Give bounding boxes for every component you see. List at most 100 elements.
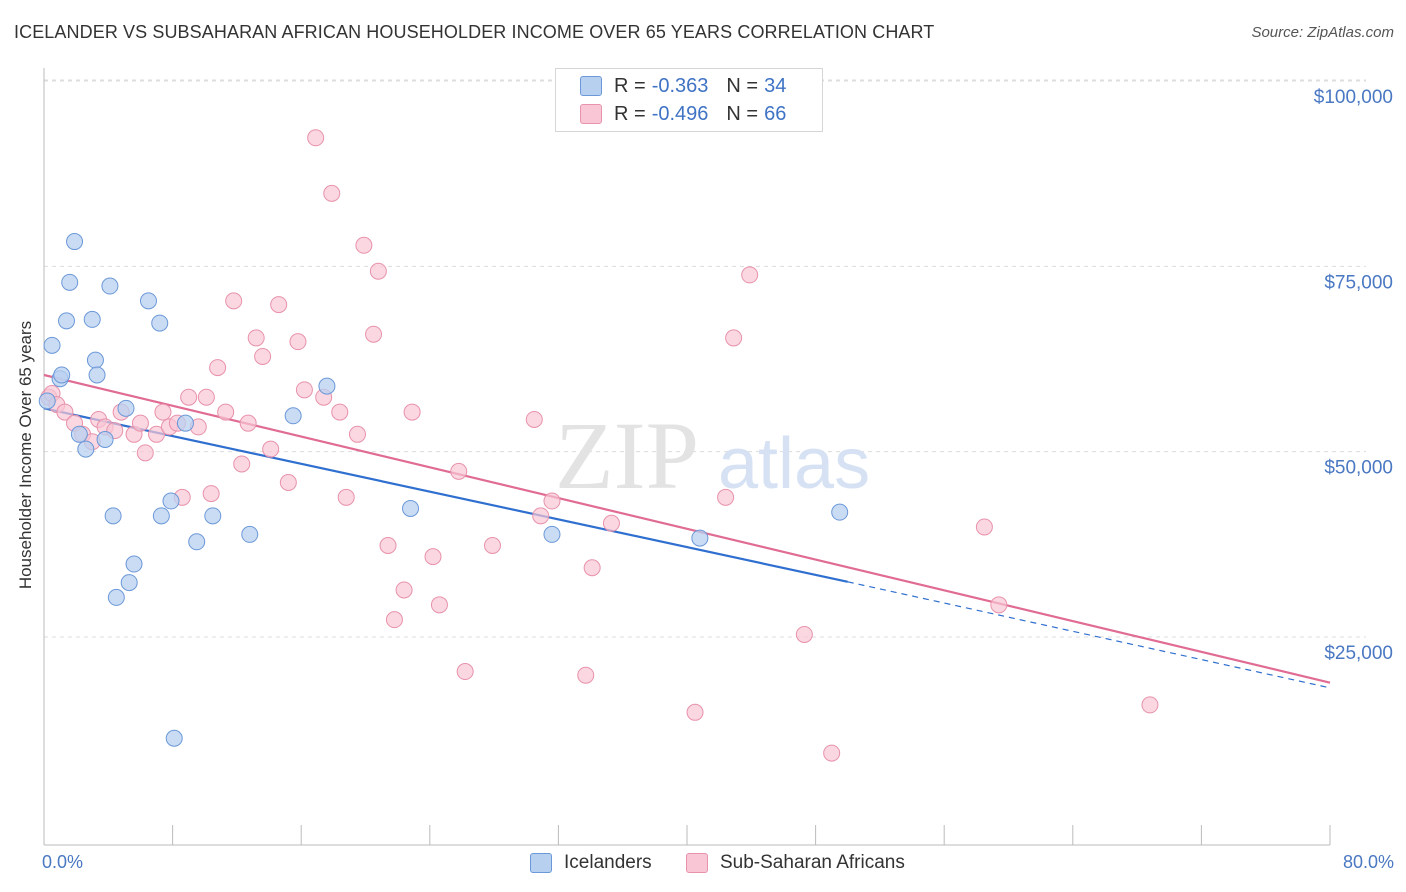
point-subsaharan[interactable]: [233, 455, 251, 473]
legend-label: Icelanders: [564, 852, 652, 873]
point-subsaharan[interactable]: [385, 611, 403, 629]
point-icelanders[interactable]: [61, 273, 79, 291]
point-icelanders[interactable]: [96, 430, 114, 448]
point-icelanders[interactable]: [104, 507, 122, 525]
point-subsaharan[interactable]: [532, 507, 550, 525]
point-icelanders[interactable]: [117, 399, 135, 417]
watermark-zip: ZIP: [555, 402, 699, 509]
r-label: R =: [614, 102, 646, 125]
point-subsaharan[interactable]: [262, 440, 280, 458]
point-icelanders[interactable]: [120, 574, 138, 592]
point-subsaharan[interactable]: [365, 325, 383, 343]
point-icelanders[interactable]: [125, 555, 143, 573]
trend-line-icelanders: [43, 407, 848, 583]
chart-title: ICELANDER VS SUBSAHARAN AFRICAN HOUSEHOL…: [14, 22, 935, 42]
point-subsaharan[interactable]: [525, 410, 543, 428]
point-subsaharan[interactable]: [254, 347, 272, 365]
point-icelanders[interactable]: [831, 503, 849, 521]
point-icelanders[interactable]: [318, 377, 336, 395]
point-subsaharan[interactable]: [289, 333, 307, 351]
legend-item-subsaharan[interactable]: Sub-Saharan Africans: [686, 852, 905, 874]
point-subsaharan[interactable]: [307, 129, 325, 147]
point-subsaharan[interactable]: [725, 329, 743, 347]
point-subsaharan[interactable]: [450, 462, 468, 480]
point-subsaharan[interactable]: [337, 488, 355, 506]
point-subsaharan[interactable]: [279, 473, 297, 491]
point-icelanders[interactable]: [543, 525, 561, 543]
point-subsaharan[interactable]: [430, 596, 448, 614]
point-subsaharan[interactable]: [270, 296, 288, 314]
point-subsaharan[interactable]: [403, 403, 421, 421]
point-subsaharan[interactable]: [741, 266, 759, 284]
point-subsaharan[interactable]: [577, 666, 595, 684]
y-tick-label: $75,000: [1324, 272, 1393, 293]
point-icelanders[interactable]: [38, 392, 56, 410]
point-subsaharan[interactable]: [295, 381, 313, 399]
point-subsaharan[interactable]: [686, 703, 704, 721]
point-subsaharan[interactable]: [56, 403, 74, 421]
point-subsaharan[interactable]: [355, 236, 373, 254]
point-subsaharan[interactable]: [795, 625, 813, 643]
point-subsaharan[interactable]: [1141, 696, 1159, 714]
point-subsaharan[interactable]: [331, 403, 349, 421]
point-subsaharan[interactable]: [136, 444, 154, 462]
point-subsaharan[interactable]: [379, 537, 397, 555]
point-icelanders[interactable]: [66, 233, 84, 251]
grid: [44, 79, 1366, 638]
point-subsaharan[interactable]: [583, 559, 601, 577]
y-axis-label: Householder Income Over 65 years: [16, 320, 35, 590]
point-icelanders[interactable]: [43, 336, 61, 354]
point-subsaharan[interactable]: [202, 485, 220, 503]
point-icelanders[interactable]: [101, 277, 119, 295]
point-subsaharan[interactable]: [369, 262, 387, 280]
n-value: 34: [764, 74, 787, 97]
point-subsaharan[interactable]: [456, 663, 474, 681]
point-icelanders[interactable]: [152, 507, 170, 525]
point-subsaharan[interactable]: [717, 488, 735, 506]
point-subsaharan[interactable]: [209, 359, 227, 377]
watermark: ZIP atlas: [555, 402, 870, 509]
point-subsaharan[interactable]: [180, 388, 198, 406]
point-icelanders[interactable]: [284, 407, 302, 425]
point-icelanders[interactable]: [151, 314, 169, 332]
point-subsaharan[interactable]: [348, 425, 366, 443]
point-icelanders[interactable]: [86, 351, 104, 369]
point-icelanders[interactable]: [162, 492, 180, 510]
point-subsaharan[interactable]: [823, 744, 841, 762]
point-icelanders[interactable]: [107, 588, 125, 606]
point-icelanders[interactable]: [139, 292, 157, 310]
point-subsaharan[interactable]: [395, 581, 413, 599]
point-icelanders[interactable]: [402, 499, 420, 517]
point-icelanders[interactable]: [204, 507, 222, 525]
stats-legend: R = -0.363 N = 34 R = -0.496 N = 66: [555, 68, 823, 132]
legend-label: Sub-Saharan Africans: [720, 852, 905, 873]
point-subsaharan[interactable]: [247, 329, 265, 347]
point-subsaharan[interactable]: [154, 403, 172, 421]
point-subsaharan[interactable]: [483, 537, 501, 555]
point-subsaharan[interactable]: [424, 548, 442, 566]
point-icelanders[interactable]: [188, 533, 206, 551]
point-subsaharan[interactable]: [239, 414, 257, 432]
point-subsaharan[interactable]: [197, 388, 215, 406]
point-subsaharan[interactable]: [148, 425, 166, 443]
point-icelanders[interactable]: [70, 425, 88, 443]
legend-item-icelanders[interactable]: Icelanders: [530, 852, 652, 874]
point-subsaharan[interactable]: [131, 414, 149, 432]
point-subsaharan[interactable]: [990, 596, 1008, 614]
point-subsaharan[interactable]: [217, 403, 235, 421]
point-subsaharan[interactable]: [543, 492, 561, 510]
point-subsaharan[interactable]: [602, 514, 620, 532]
point-icelanders[interactable]: [88, 366, 106, 384]
point-icelanders[interactable]: [165, 729, 183, 747]
axes: [43, 68, 1331, 846]
point-icelanders[interactable]: [83, 310, 101, 328]
point-icelanders[interactable]: [58, 312, 76, 330]
point-icelanders[interactable]: [691, 529, 709, 547]
point-icelanders[interactable]: [77, 440, 95, 458]
point-subsaharan[interactable]: [225, 292, 243, 310]
point-icelanders[interactable]: [241, 525, 259, 543]
point-icelanders[interactable]: [53, 366, 71, 384]
point-subsaharan[interactable]: [975, 518, 993, 536]
point-subsaharan[interactable]: [323, 184, 341, 202]
point-icelanders[interactable]: [176, 414, 194, 432]
